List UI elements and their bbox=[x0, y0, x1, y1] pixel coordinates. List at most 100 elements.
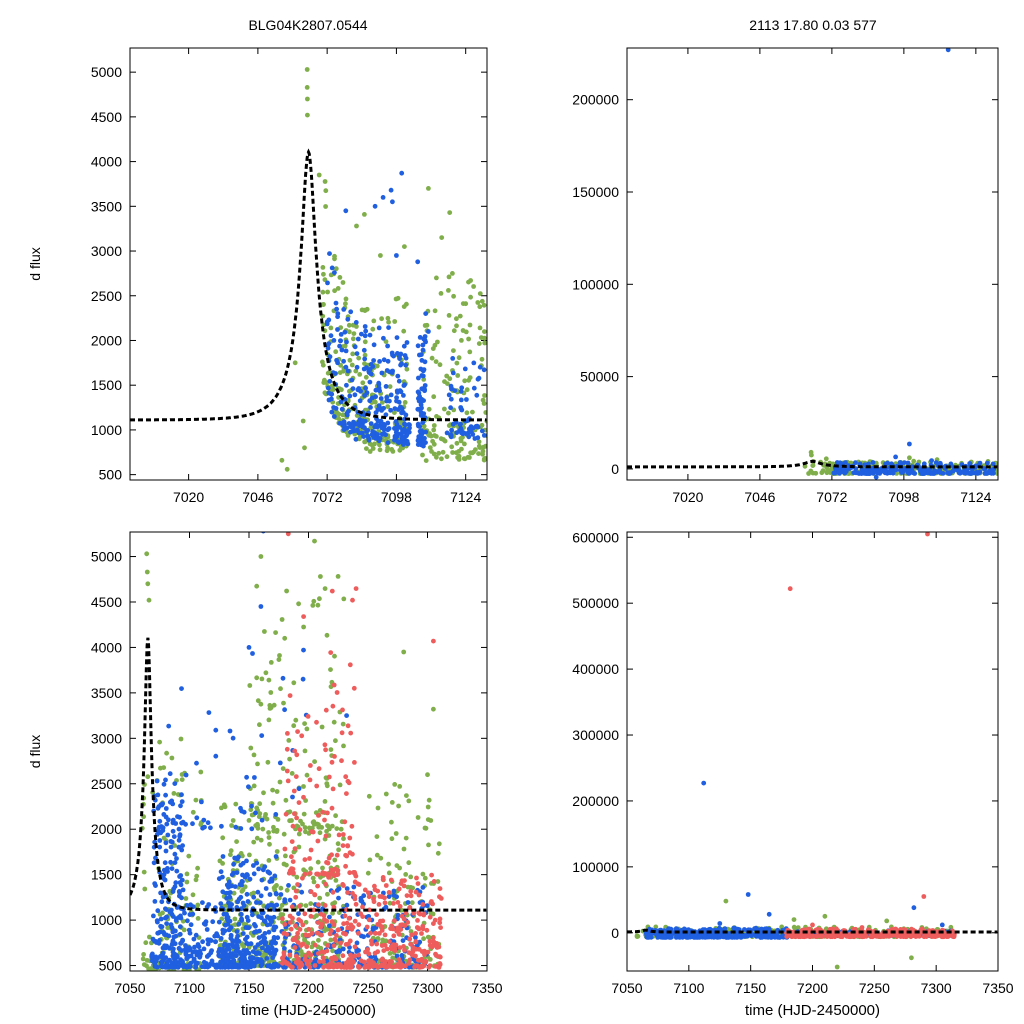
data-point bbox=[375, 922, 381, 927]
data-point bbox=[275, 935, 281, 941]
data-point bbox=[381, 357, 387, 363]
data-point bbox=[418, 402, 424, 408]
data-point bbox=[362, 887, 368, 893]
data-point bbox=[448, 405, 453, 411]
data-point bbox=[375, 805, 381, 811]
data-point bbox=[267, 706, 273, 711]
xtick-label: 7350 bbox=[982, 980, 1013, 996]
data-point bbox=[430, 935, 436, 941]
data-point bbox=[444, 454, 450, 460]
data-point bbox=[254, 860, 260, 866]
data-point bbox=[247, 852, 252, 858]
data-point bbox=[245, 960, 251, 966]
data-point bbox=[379, 316, 384, 322]
data-point bbox=[335, 574, 341, 579]
data-point bbox=[249, 803, 254, 809]
data-point bbox=[348, 964, 354, 970]
data-point bbox=[325, 345, 331, 351]
data-point bbox=[375, 418, 381, 424]
data-point bbox=[436, 450, 442, 456]
data-point bbox=[482, 335, 487, 341]
data-point bbox=[347, 393, 353, 399]
data-point bbox=[158, 916, 164, 922]
data-point bbox=[335, 871, 341, 877]
data-point bbox=[340, 412, 346, 418]
data-point bbox=[179, 777, 185, 782]
data-point bbox=[331, 682, 337, 688]
data-point bbox=[332, 270, 337, 275]
data-point bbox=[329, 852, 334, 858]
data-point bbox=[939, 922, 945, 928]
data-point bbox=[338, 399, 344, 405]
data-point bbox=[151, 913, 156, 919]
data-point bbox=[364, 365, 369, 371]
data-point bbox=[353, 320, 359, 325]
data-point bbox=[360, 904, 365, 910]
data-point bbox=[419, 963, 424, 969]
data-point bbox=[809, 452, 814, 458]
data-point bbox=[425, 772, 430, 778]
data-point bbox=[685, 934, 691, 940]
model-curve bbox=[627, 928, 998, 934]
data-point bbox=[282, 921, 288, 927]
data-point bbox=[335, 962, 341, 968]
data-point bbox=[299, 733, 305, 739]
data-point bbox=[401, 343, 407, 349]
data-point bbox=[271, 702, 277, 708]
data-point bbox=[387, 900, 393, 906]
data-point bbox=[267, 841, 272, 847]
data-point bbox=[239, 917, 245, 923]
data-point bbox=[325, 280, 330, 286]
ytick-label: 1000 bbox=[91, 912, 122, 928]
data-point bbox=[366, 894, 372, 900]
data-point bbox=[258, 957, 264, 962]
data-point bbox=[409, 900, 415, 906]
data-point bbox=[346, 941, 351, 947]
data-point bbox=[421, 443, 426, 449]
data-point bbox=[380, 956, 385, 962]
data-point bbox=[290, 859, 296, 864]
data-point bbox=[311, 598, 317, 604]
data-point bbox=[325, 891, 330, 897]
data-point bbox=[273, 630, 278, 635]
data-point bbox=[158, 824, 164, 829]
data-point bbox=[355, 881, 361, 887]
data-point bbox=[414, 875, 419, 881]
data-point bbox=[304, 85, 310, 90]
data-point bbox=[293, 894, 299, 900]
data-point bbox=[152, 899, 158, 904]
data-point bbox=[345, 925, 351, 931]
data-point bbox=[446, 274, 452, 280]
data-point bbox=[430, 438, 435, 444]
data-point bbox=[238, 826, 244, 831]
data-point bbox=[722, 926, 728, 931]
data-point bbox=[167, 771, 173, 777]
data-point bbox=[340, 707, 345, 713]
ytick-label: 1500 bbox=[91, 377, 122, 393]
data-point bbox=[806, 471, 811, 476]
data-point bbox=[459, 338, 464, 343]
data-point bbox=[392, 410, 397, 415]
data-point bbox=[346, 780, 352, 786]
data-point bbox=[341, 427, 347, 432]
data-point bbox=[331, 904, 337, 910]
data-point bbox=[271, 828, 277, 834]
data-point bbox=[479, 298, 485, 304]
data-point bbox=[332, 857, 338, 863]
data-point bbox=[347, 388, 352, 394]
data-point bbox=[403, 910, 409, 916]
data-point bbox=[367, 379, 373, 385]
data-point bbox=[380, 875, 386, 880]
data-point bbox=[341, 743, 346, 749]
data-point bbox=[356, 930, 361, 936]
data-point bbox=[177, 924, 183, 930]
data-point bbox=[244, 925, 250, 931]
data-point bbox=[223, 947, 229, 953]
data-point bbox=[306, 926, 312, 932]
data-point bbox=[394, 395, 399, 400]
data-point bbox=[427, 943, 433, 948]
data-point bbox=[345, 843, 350, 848]
data-point bbox=[327, 914, 332, 920]
data-point bbox=[332, 900, 338, 906]
data-point bbox=[467, 322, 473, 328]
